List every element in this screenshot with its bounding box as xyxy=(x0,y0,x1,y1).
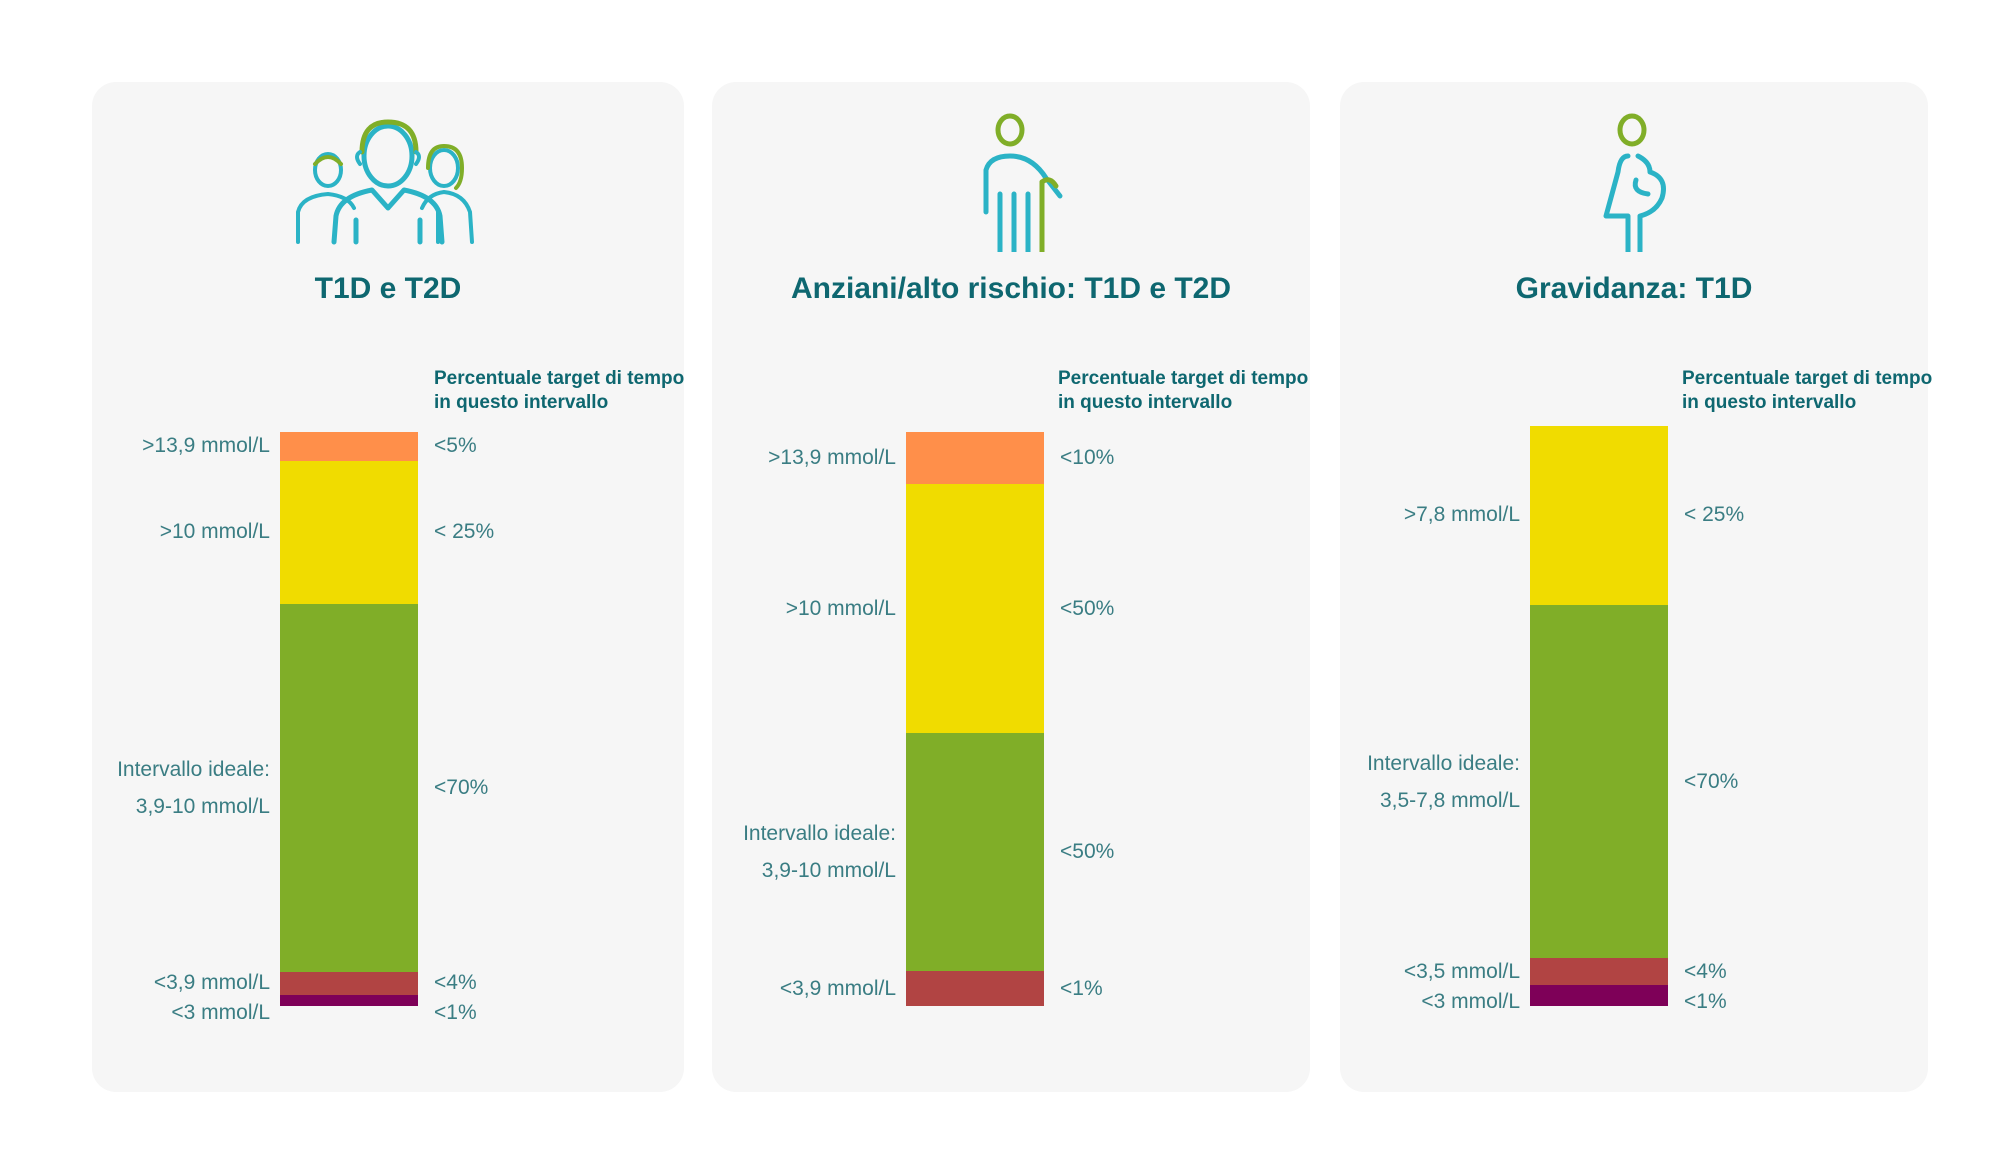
target-percent: <50% xyxy=(1060,840,1115,864)
bar-segment xyxy=(906,971,1044,1006)
pregnant-woman-icon xyxy=(1532,112,1732,252)
bar-segment xyxy=(280,994,418,1006)
target-percent: <70% xyxy=(1684,769,1739,793)
target-percent: <50% xyxy=(1060,596,1115,620)
stacked-bar xyxy=(280,432,418,1006)
target-percent: < 25% xyxy=(434,520,495,544)
range-label: <3,5 mmol/L xyxy=(1403,959,1520,983)
target-percent: <4% xyxy=(434,971,477,995)
column-header: Percentuale target di tempo in questo in… xyxy=(1058,368,1309,413)
target-percent: <10% xyxy=(1060,446,1115,470)
range-label: >10 mmol/L xyxy=(785,596,896,620)
panel-gravidanza: Gravidanza: T1D Percentuale target di te… xyxy=(1340,82,1932,1092)
stacked-bar xyxy=(1530,426,1668,1006)
panel-title: T1D e T2D xyxy=(314,272,462,305)
range-label: <3,9 mmol/L xyxy=(153,971,270,995)
bar-segment xyxy=(280,432,418,461)
range-label: >13,9 mmol/L xyxy=(768,446,896,470)
target-percent: <5% xyxy=(434,434,477,458)
panel-t1d-t2d: T1D e T2D Percentuale target di tempo in… xyxy=(92,82,684,1092)
range-label: >13,9 mmol/L xyxy=(142,434,270,458)
target-percent: <1% xyxy=(1684,989,1727,1013)
bar-segment xyxy=(906,484,1044,734)
range-label: <3 mmol/L xyxy=(171,1001,270,1025)
column-header: Percentuale target di tempo in questo in… xyxy=(434,368,685,413)
bar-segment xyxy=(906,733,1044,972)
range-label: <3,9 mmol/L xyxy=(779,976,896,1000)
bar-segment xyxy=(280,460,418,605)
bar-segment xyxy=(280,971,418,995)
range-label: >10 mmol/L xyxy=(159,520,270,544)
range-label: Intervallo ideale: 3,9-10 mmol/L xyxy=(743,822,896,883)
target-percent: <4% xyxy=(1684,959,1727,983)
elderly-with-cane-icon xyxy=(910,112,1110,252)
panel-title: Anziani/alto rischio: T1D e T2D xyxy=(790,272,1232,305)
target-percent: <70% xyxy=(434,775,489,799)
panel-anziani: Anziani/alto rischio: T1D e T2D Percentu… xyxy=(712,82,1310,1092)
column-header: Percentuale target di tempo in questo in… xyxy=(1682,368,1933,413)
range-label: Intervallo ideale: 3,5-7,8 mmol/L xyxy=(1367,751,1520,812)
range-label: Intervallo ideale: 3,9-10 mmol/L xyxy=(117,757,270,818)
target-percent: <1% xyxy=(1060,976,1103,1000)
range-label: >7,8 mmol/L xyxy=(1403,503,1520,527)
target-percent: < 25% xyxy=(1684,503,1745,527)
range-label: <3 mmol/L xyxy=(1421,989,1520,1013)
bar-segment xyxy=(1530,958,1668,986)
family-icon xyxy=(288,112,488,252)
bar-segment xyxy=(1530,426,1668,605)
bar-segment xyxy=(280,604,418,972)
panel-title: Gravidanza: T1D xyxy=(1515,272,1753,305)
bar-segment xyxy=(1530,604,1668,959)
bar-segment xyxy=(1530,985,1668,1006)
stacked-bar xyxy=(906,432,1044,1006)
bar-segment xyxy=(906,432,1044,485)
target-percent: <1% xyxy=(434,1001,477,1025)
